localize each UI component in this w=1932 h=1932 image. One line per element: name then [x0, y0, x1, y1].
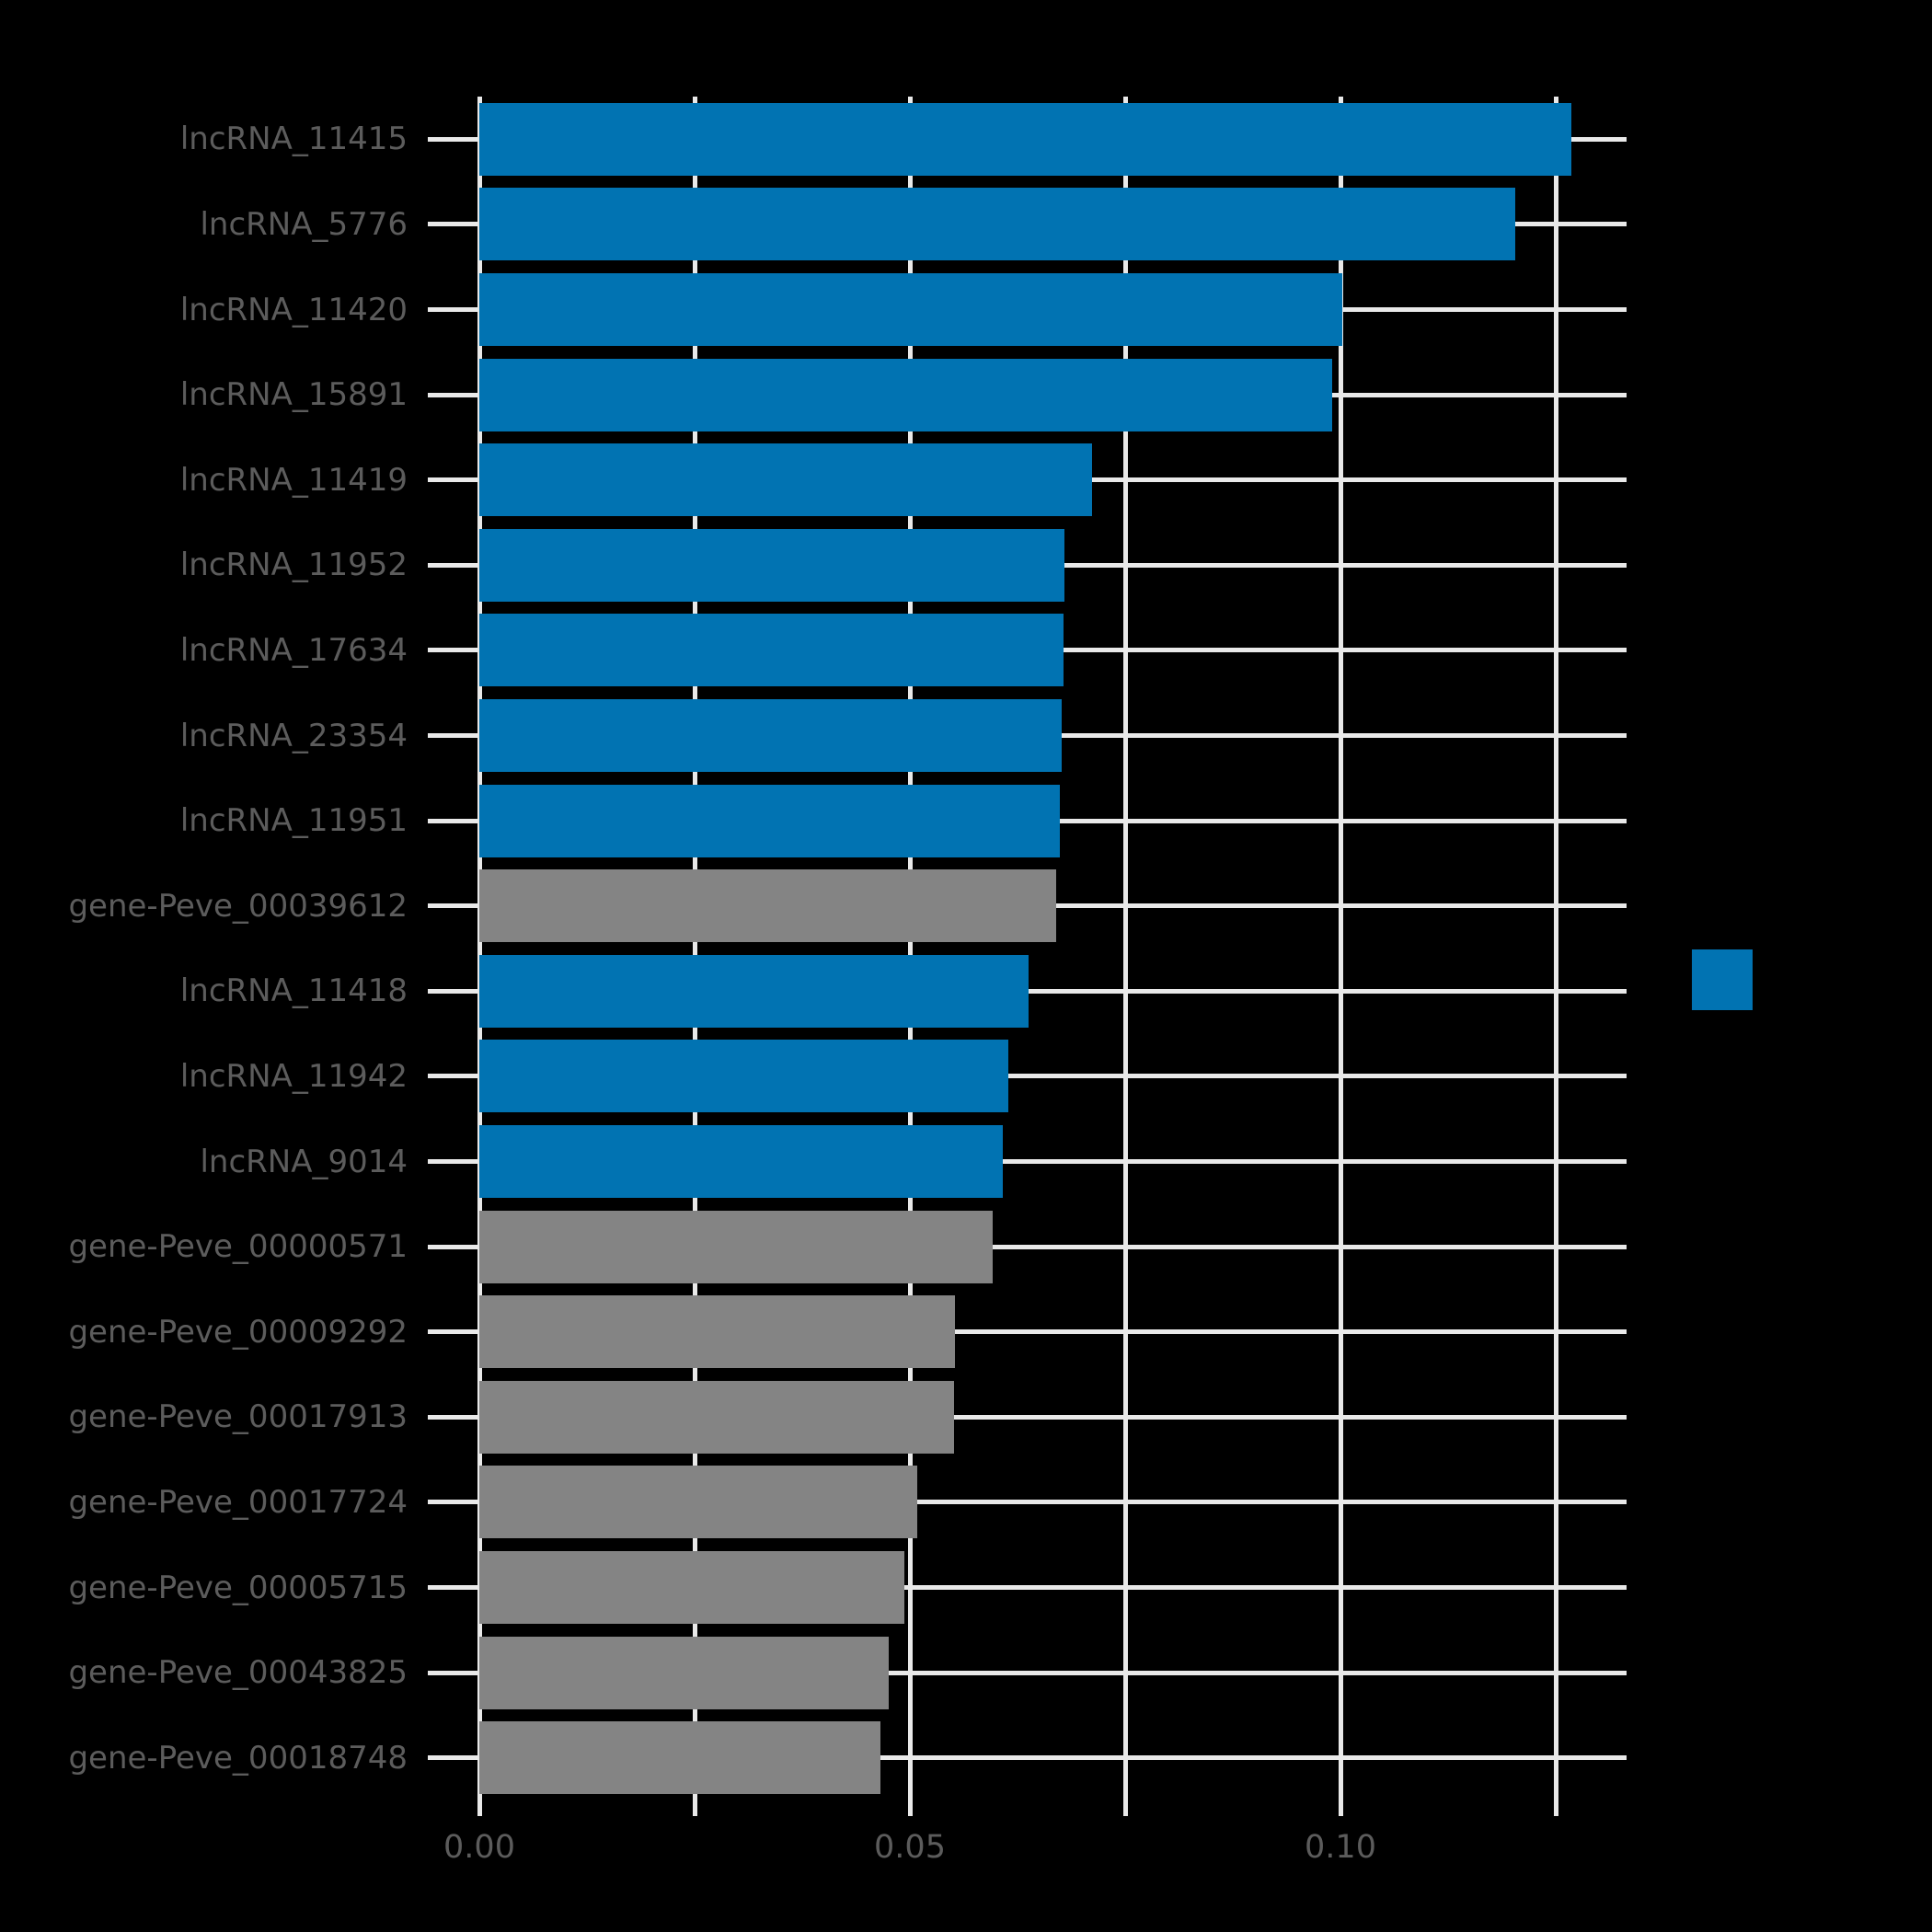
y-tick [428, 1074, 479, 1079]
bar [479, 1721, 880, 1795]
x-tick [1553, 1800, 1558, 1816]
bar [479, 1125, 1003, 1198]
gridline-vertical [1553, 97, 1558, 1800]
y-tick [428, 307, 479, 312]
y-tick [428, 1159, 479, 1164]
legend-swatch [1692, 949, 1753, 1010]
y-tick-label: lncRNA_11952 [179, 546, 408, 584]
y-tick-label: gene-Peve_00017724 [68, 1483, 408, 1521]
y-tick [428, 648, 479, 653]
y-tick-label: lncRNA_11951 [179, 802, 408, 840]
y-tick [428, 222, 479, 227]
gridline-horizontal [479, 1500, 1627, 1505]
y-tick-label: gene-Peve_00009292 [68, 1313, 408, 1351]
gridline-horizontal [479, 988, 1627, 994]
x-tick-label: 0.00 [443, 1829, 515, 1866]
gridline-vertical [907, 97, 913, 1800]
y-tick-label: lncRNA_5776 [200, 205, 408, 243]
bar [479, 1295, 955, 1369]
y-tick-label: gene-Peve_00018748 [68, 1739, 408, 1777]
y-tick [428, 1585, 479, 1590]
y-tick [428, 1414, 479, 1420]
bar [479, 1636, 889, 1709]
x-tick [477, 1800, 482, 1816]
y-tick [428, 1670, 479, 1675]
y-tick [428, 818, 479, 823]
y-tick [428, 733, 479, 738]
y-tick-label: lncRNA_11419 [179, 461, 408, 499]
bar [479, 102, 1571, 176]
y-tick [428, 136, 479, 142]
gridline-vertical [1338, 97, 1343, 1800]
bar [479, 528, 1064, 602]
y-tick-label: lncRNA_11420 [179, 291, 408, 328]
bar [479, 1040, 1008, 1113]
y-tick-label: gene-Peve_00005715 [68, 1569, 408, 1606]
gridline-horizontal [479, 1414, 1627, 1420]
y-tick-label: lncRNA_15891 [179, 376, 408, 414]
bar [479, 869, 1056, 943]
bar [479, 188, 1515, 261]
bar [479, 1466, 917, 1539]
gridline-vertical [692, 97, 697, 1800]
bar [479, 954, 1029, 1028]
y-tick [428, 1244, 479, 1249]
y-tick-label: gene-Peve_00039612 [68, 887, 408, 925]
gridline-horizontal [479, 1244, 1627, 1249]
gridline-horizontal [479, 1159, 1627, 1164]
gridline-horizontal [479, 1755, 1627, 1761]
y-tick [428, 1755, 479, 1761]
y-tick-label: lncRNA_23354 [179, 717, 408, 754]
y-tick [428, 1500, 479, 1505]
bar [479, 443, 1092, 517]
x-tick [692, 1800, 697, 1816]
y-tick [428, 903, 479, 909]
bar [479, 699, 1062, 772]
y-tick-label: gene-Peve_00043825 [68, 1654, 408, 1692]
y-tick-label: lncRNA_17634 [179, 631, 408, 669]
bar [479, 358, 1332, 431]
x-tick-label: 0.10 [1305, 1829, 1376, 1866]
x-tick [907, 1800, 913, 1816]
gridline-horizontal [479, 1074, 1627, 1079]
y-tick [428, 562, 479, 568]
y-tick-label: lncRNA_9014 [200, 1143, 408, 1180]
gridline-horizontal [479, 1670, 1627, 1675]
x-tick [1338, 1800, 1343, 1816]
bar [479, 784, 1060, 857]
gridline-horizontal [479, 1329, 1627, 1335]
y-tick [428, 477, 479, 483]
y-tick [428, 392, 479, 397]
y-tick [428, 1329, 479, 1335]
gridline-vertical [1122, 97, 1128, 1800]
y-tick-label: lncRNA_11942 [179, 1057, 408, 1095]
x-tick-label: 0.05 [874, 1829, 946, 1866]
y-tick-label: lncRNA_11418 [179, 972, 408, 1010]
y-tick-label: lncRNA_11415 [179, 121, 408, 158]
bar [479, 1380, 954, 1454]
plot-area [477, 97, 1627, 1816]
gridline-vertical [477, 97, 482, 1800]
bar [479, 614, 1064, 687]
bar [479, 1551, 904, 1624]
bar [479, 1210, 993, 1283]
y-tick-label: gene-Peve_00000571 [68, 1228, 408, 1266]
gridline-horizontal [479, 1585, 1627, 1590]
x-tick [1122, 1800, 1128, 1816]
bar [479, 273, 1342, 346]
y-tick-label: gene-Peve_00017913 [68, 1398, 408, 1436]
y-tick [428, 988, 479, 994]
